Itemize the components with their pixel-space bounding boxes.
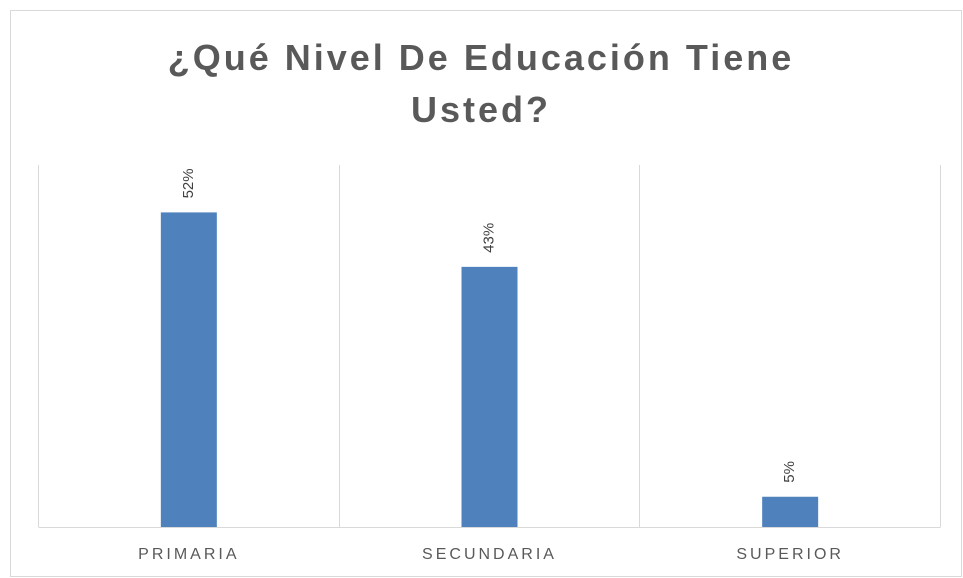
x-tick-label: SECUNDARIA: [422, 546, 557, 563]
bar: [160, 212, 217, 527]
category-separators: [38, 165, 941, 527]
value-label: 43%: [480, 223, 497, 253]
bar: [762, 496, 819, 527]
chart-border: [10, 10, 962, 577]
value-label: 5%: [781, 461, 798, 483]
value-label: 52%: [180, 168, 197, 198]
x-tick-label: PRIMARIA: [138, 546, 239, 563]
bar: [461, 266, 518, 527]
x-tick-label: SUPERIOR: [736, 546, 844, 563]
chart-title: ¿Qué Nivel De Educación Tiene Usted?: [167, 37, 795, 130]
